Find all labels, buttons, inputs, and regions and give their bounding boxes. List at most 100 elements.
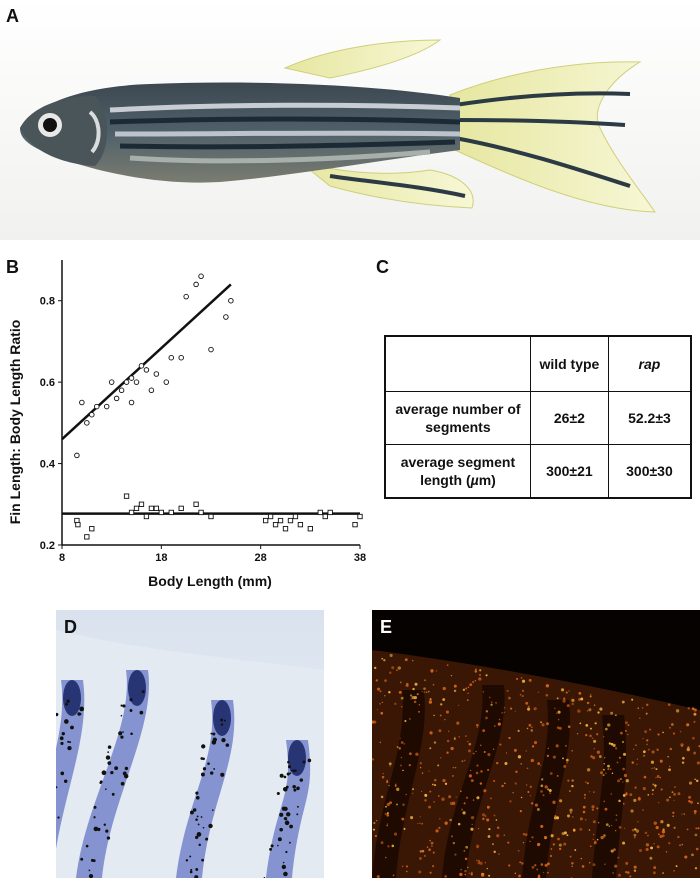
speckle bbox=[396, 669, 398, 671]
speckle bbox=[491, 701, 493, 703]
speckle bbox=[635, 829, 640, 833]
speckle bbox=[508, 864, 511, 867]
speckle bbox=[571, 784, 574, 788]
speckle bbox=[441, 797, 445, 801]
speckle bbox=[487, 835, 491, 838]
melanophore bbox=[287, 760, 290, 764]
speckle bbox=[418, 870, 422, 874]
x-tick-label: 38 bbox=[354, 552, 366, 564]
speckle bbox=[396, 746, 399, 748]
speckle bbox=[580, 697, 584, 701]
melanophore bbox=[212, 732, 216, 736]
speckle bbox=[653, 821, 657, 825]
speckle bbox=[433, 778, 437, 782]
speckle bbox=[612, 743, 616, 747]
speckle bbox=[401, 706, 403, 708]
circle-point bbox=[153, 371, 160, 377]
speckle bbox=[546, 754, 550, 758]
speckle bbox=[547, 788, 550, 791]
speckle bbox=[468, 774, 473, 778]
speckle bbox=[387, 845, 390, 848]
circle-point bbox=[163, 379, 170, 385]
speckle bbox=[550, 834, 554, 838]
speckle bbox=[428, 770, 430, 773]
speckle bbox=[604, 727, 608, 731]
speckle bbox=[558, 726, 562, 730]
speckle bbox=[567, 725, 571, 729]
speckle bbox=[471, 871, 473, 874]
speckle bbox=[388, 784, 390, 787]
speckle bbox=[519, 693, 522, 696]
square-point bbox=[267, 513, 274, 520]
speckle bbox=[562, 757, 564, 760]
speckle bbox=[433, 801, 435, 803]
speckle bbox=[541, 723, 545, 727]
speckle bbox=[584, 797, 586, 799]
speckle bbox=[681, 813, 683, 815]
chart-ticks: 8 18 28 38 0.2 0.4 0.6 0.8 bbox=[40, 296, 366, 564]
speckle bbox=[468, 872, 471, 875]
speckle bbox=[659, 776, 661, 779]
speckle bbox=[519, 810, 522, 813]
speckle bbox=[469, 683, 473, 687]
speckle bbox=[630, 809, 634, 813]
melanophore bbox=[302, 760, 306, 764]
melanophore bbox=[105, 829, 109, 833]
speckle bbox=[618, 873, 621, 877]
square-point bbox=[272, 521, 279, 528]
circle-point bbox=[128, 375, 135, 381]
speckle bbox=[674, 786, 676, 789]
speckle bbox=[461, 760, 464, 763]
speckle bbox=[454, 853, 457, 856]
speckle bbox=[579, 817, 583, 821]
speckle bbox=[402, 803, 405, 806]
speckle bbox=[429, 698, 432, 701]
speckle bbox=[442, 686, 446, 691]
melanophore bbox=[190, 810, 194, 815]
speckle bbox=[546, 871, 549, 874]
speckle bbox=[412, 687, 415, 691]
speckle bbox=[633, 798, 637, 803]
square-point bbox=[123, 493, 130, 499]
speckle bbox=[540, 784, 544, 788]
speckle bbox=[688, 781, 693, 785]
speckle bbox=[457, 822, 461, 826]
speckle bbox=[455, 796, 457, 798]
speckle bbox=[695, 827, 698, 830]
ray-tip bbox=[288, 740, 306, 776]
speckle bbox=[381, 775, 385, 779]
speckle bbox=[558, 847, 562, 851]
speckle bbox=[634, 786, 637, 789]
speckle bbox=[479, 669, 482, 672]
speckle bbox=[565, 745, 567, 747]
speckle bbox=[615, 814, 618, 817]
speckle bbox=[444, 782, 448, 786]
melanophore bbox=[282, 786, 288, 792]
square-point bbox=[178, 505, 184, 512]
speckle bbox=[476, 726, 478, 728]
melanophore bbox=[276, 791, 280, 796]
row-label-length: average segment length (µm) bbox=[384, 444, 531, 499]
speckle bbox=[646, 743, 648, 746]
speckle bbox=[622, 767, 625, 771]
speckle bbox=[474, 670, 478, 673]
speckle bbox=[592, 833, 595, 836]
panel-label-a: A bbox=[6, 6, 19, 26]
speckle bbox=[529, 840, 531, 843]
speckle bbox=[389, 671, 392, 674]
speckle bbox=[582, 810, 586, 814]
melanophore bbox=[130, 732, 133, 736]
speckle bbox=[431, 783, 434, 786]
speckle bbox=[596, 750, 600, 754]
speckle bbox=[520, 763, 523, 765]
speckle bbox=[449, 818, 452, 822]
speckle bbox=[400, 741, 404, 744]
speckle bbox=[486, 867, 488, 870]
speckle bbox=[373, 822, 376, 825]
speckle bbox=[639, 717, 641, 719]
chart-axes bbox=[61, 260, 360, 546]
speckle bbox=[415, 752, 419, 756]
speckle bbox=[465, 687, 468, 690]
speckle bbox=[540, 824, 544, 828]
speckle bbox=[403, 743, 405, 745]
